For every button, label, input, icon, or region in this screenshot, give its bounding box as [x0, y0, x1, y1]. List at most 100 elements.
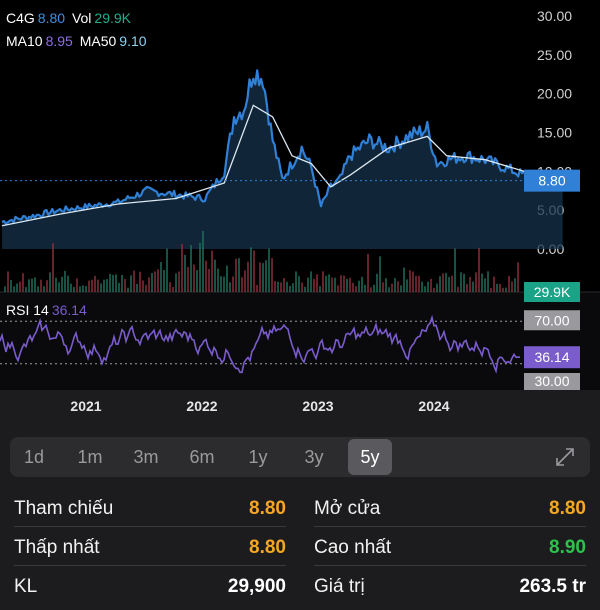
tab-3m[interactable]: 3m — [133, 447, 159, 467]
volume-bar — [343, 275, 345, 292]
timeframe-tabs: 1d 1m 3m 6m 1y 3y 5y — [10, 437, 590, 477]
volume-bar — [100, 283, 102, 292]
volume-bar — [379, 256, 381, 292]
price-chart[interactable]: 30.0025.0020.0015.0010.005.000.008.8029.… — [0, 0, 600, 390]
volume-bar — [241, 277, 243, 292]
volume-bar — [58, 282, 60, 292]
stat-reference-value: 8.80 — [249, 498, 286, 519]
volume-bar — [55, 277, 57, 292]
volume-bar — [70, 283, 72, 292]
x-axis: 2021 2022 2023 2024 — [0, 398, 600, 418]
price-badge — [524, 169, 580, 192]
volume-bar — [112, 274, 114, 292]
volume-bar — [208, 269, 210, 292]
stat-low: Thấp nhất 8.80 — [14, 537, 286, 571]
tab-1y[interactable]: 1y — [248, 447, 268, 467]
tab-5y[interactable]: 5y — [348, 439, 392, 475]
rsi-value-badge — [524, 346, 580, 369]
volume-bar — [469, 277, 471, 292]
volume-bar — [28, 279, 30, 292]
volume-bar — [187, 267, 189, 292]
expand-icon[interactable] — [554, 446, 576, 468]
volume-bar — [385, 278, 387, 292]
stat-reference: Tham chiếu 8.80 — [14, 498, 286, 532]
volume-bar — [166, 248, 168, 292]
volume-bar — [142, 280, 144, 292]
legend-rsi-row: RSI 14 36.14 — [6, 302, 90, 318]
volume-bar — [82, 285, 84, 292]
legend-ma-row: MA10 8.95 MA50 9.10 — [6, 33, 150, 49]
volume-bar — [226, 265, 228, 292]
volume-bar — [328, 274, 330, 292]
volume-bar — [292, 283, 294, 292]
volume-bar — [10, 279, 12, 292]
tab-3y[interactable]: 3y — [304, 447, 324, 467]
volume-bar — [376, 273, 378, 292]
volume-bar — [193, 264, 195, 292]
volume-bar — [73, 287, 75, 292]
tab-6m[interactable]: 6m — [189, 447, 215, 467]
legend-ma10: 8.95 — [45, 33, 73, 49]
rsi-line — [0, 314, 520, 374]
volume-bar — [271, 258, 273, 292]
rsi-lower-badge — [524, 373, 580, 390]
volume-bar — [373, 284, 375, 292]
volume-bar — [64, 270, 66, 292]
tab-1m[interactable]: 1m — [77, 447, 103, 467]
volume-bar — [451, 275, 453, 292]
volume-bar — [337, 285, 339, 292]
volume-bar — [388, 287, 390, 292]
volume-bar — [97, 279, 99, 292]
volume-bar — [367, 253, 369, 292]
volume-bar — [430, 278, 432, 292]
volume-bar — [334, 277, 336, 292]
volume-bar — [286, 281, 288, 292]
volume-bar — [322, 271, 324, 292]
tab-1d[interactable]: 1d — [23, 447, 45, 467]
volume-bar — [151, 272, 153, 292]
volume-bar — [436, 283, 438, 292]
volume-bar — [295, 271, 297, 292]
volume-bar — [412, 271, 414, 292]
price-line — [1, 69, 564, 225]
volume-bar — [298, 276, 300, 292]
rsi-upper-badge — [524, 310, 580, 331]
volume-bar — [505, 287, 507, 292]
volume-bar — [439, 276, 441, 292]
volume-bar — [406, 279, 408, 292]
volume-bar — [103, 279, 105, 292]
chart-area[interactable]: 30.0025.0020.0015.0010.005.000.008.8029.… — [0, 0, 600, 390]
volume-bar — [280, 282, 282, 292]
divider — [314, 565, 586, 566]
volume-bar — [88, 280, 90, 292]
y-axis-label: 25.00 — [537, 47, 572, 63]
volume-bar — [352, 282, 354, 292]
volume-bar — [148, 277, 150, 292]
volume-bar — [256, 285, 258, 292]
stat-volume: KL 29,900 — [14, 576, 286, 610]
volume-bar — [364, 284, 366, 292]
volume-bar — [289, 285, 291, 292]
volume-bar — [442, 273, 444, 292]
volume-bar — [61, 276, 63, 292]
volume-bar — [511, 281, 513, 292]
volume-bar — [124, 279, 126, 292]
volume-bar — [325, 275, 327, 292]
volume-bar — [13, 286, 15, 292]
volume-bar — [139, 271, 141, 292]
volume-bar — [313, 278, 315, 292]
volume-bar — [472, 281, 474, 292]
volume-bar — [394, 278, 396, 292]
volume-bar — [37, 286, 39, 292]
volume-bar — [427, 281, 429, 292]
volume-bar — [178, 271, 180, 292]
volume-bar — [349, 277, 351, 292]
stat-reference-label: Tham chiếu — [14, 498, 114, 519]
volume-bar — [214, 259, 216, 292]
volume-bar — [517, 262, 519, 292]
legend-rsi: 36.14 — [51, 302, 87, 318]
volume-bar — [205, 260, 207, 292]
x-label-2021: 2021 — [70, 398, 102, 414]
rsi-upper-badge-text: 70.00 — [534, 312, 569, 328]
stat-high: Cao nhất 8.90 — [314, 537, 586, 571]
